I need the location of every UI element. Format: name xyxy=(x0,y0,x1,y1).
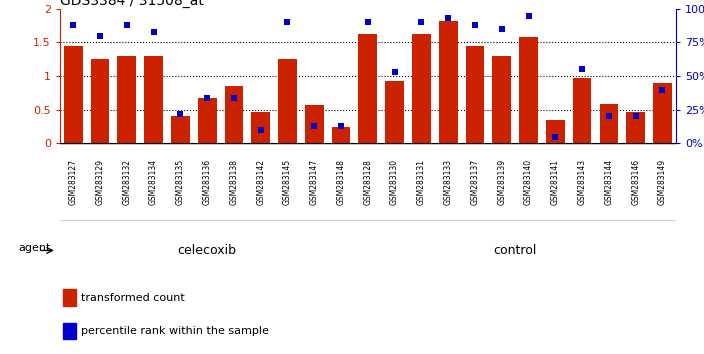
Bar xyxy=(358,34,377,143)
Bar xyxy=(465,46,484,143)
Text: GSM283140: GSM283140 xyxy=(524,159,533,205)
Text: GSM283136: GSM283136 xyxy=(203,159,212,205)
Bar xyxy=(305,105,324,143)
Point xyxy=(121,22,132,28)
Point xyxy=(389,69,401,75)
Text: percentile rank within the sample: percentile rank within the sample xyxy=(81,326,269,336)
Text: agent: agent xyxy=(18,242,50,252)
Text: transformed count: transformed count xyxy=(81,292,184,303)
Point xyxy=(255,127,266,133)
Text: GSM283132: GSM283132 xyxy=(122,159,132,205)
Point xyxy=(148,29,159,35)
Point xyxy=(657,87,668,92)
Bar xyxy=(63,289,76,306)
Text: GSM283127: GSM283127 xyxy=(69,159,77,205)
Text: GSM283133: GSM283133 xyxy=(444,159,453,205)
Point xyxy=(603,114,615,119)
Point xyxy=(94,33,106,39)
Point xyxy=(416,19,427,25)
Bar xyxy=(198,98,217,143)
Text: GSM283145: GSM283145 xyxy=(283,159,292,205)
Text: GSM283129: GSM283129 xyxy=(96,159,104,205)
Bar xyxy=(412,34,431,143)
Text: GSM283128: GSM283128 xyxy=(363,159,372,205)
Bar xyxy=(439,21,458,143)
Text: GSM283148: GSM283148 xyxy=(337,159,346,205)
Point xyxy=(630,114,641,119)
Bar xyxy=(225,86,244,143)
Point xyxy=(308,123,320,129)
Point xyxy=(362,19,373,25)
Text: GSM283144: GSM283144 xyxy=(604,159,613,205)
Point xyxy=(496,26,508,32)
Point xyxy=(335,123,346,129)
Bar xyxy=(64,46,82,143)
Bar xyxy=(627,112,645,143)
Point xyxy=(550,134,561,139)
Bar xyxy=(385,81,404,143)
Point xyxy=(68,22,79,28)
Bar xyxy=(492,56,511,143)
Text: celecoxib: celecoxib xyxy=(177,244,237,257)
Bar xyxy=(573,78,591,143)
Text: control: control xyxy=(494,244,537,257)
Text: GSM283134: GSM283134 xyxy=(149,159,158,205)
Bar xyxy=(91,59,109,143)
Bar xyxy=(63,323,76,339)
Text: GSM283142: GSM283142 xyxy=(256,159,265,205)
Point xyxy=(282,19,293,25)
Point xyxy=(175,111,186,116)
Point xyxy=(577,67,588,72)
Bar xyxy=(251,112,270,143)
Bar xyxy=(519,37,538,143)
Point xyxy=(523,13,534,18)
Bar xyxy=(653,83,672,143)
Text: GSM283143: GSM283143 xyxy=(577,159,586,205)
Text: GSM283137: GSM283137 xyxy=(470,159,479,205)
Text: GDS3384 / 31508_at: GDS3384 / 31508_at xyxy=(60,0,203,8)
Text: GSM283130: GSM283130 xyxy=(390,159,399,205)
Text: GSM283139: GSM283139 xyxy=(497,159,506,205)
Bar xyxy=(144,56,163,143)
Point xyxy=(201,95,213,101)
Point xyxy=(443,16,454,21)
Bar xyxy=(600,104,618,143)
Bar xyxy=(118,56,136,143)
Point xyxy=(228,95,239,101)
Point xyxy=(470,22,481,28)
Text: GSM283149: GSM283149 xyxy=(658,159,667,205)
Text: GSM283146: GSM283146 xyxy=(631,159,640,205)
Text: GSM283131: GSM283131 xyxy=(417,159,426,205)
Bar xyxy=(332,127,351,143)
Bar xyxy=(171,116,190,143)
Text: GSM283135: GSM283135 xyxy=(176,159,185,205)
Text: GSM283147: GSM283147 xyxy=(310,159,319,205)
Bar xyxy=(278,59,297,143)
Text: GSM283141: GSM283141 xyxy=(551,159,560,205)
Text: GSM283138: GSM283138 xyxy=(230,159,239,205)
Bar xyxy=(546,120,565,143)
